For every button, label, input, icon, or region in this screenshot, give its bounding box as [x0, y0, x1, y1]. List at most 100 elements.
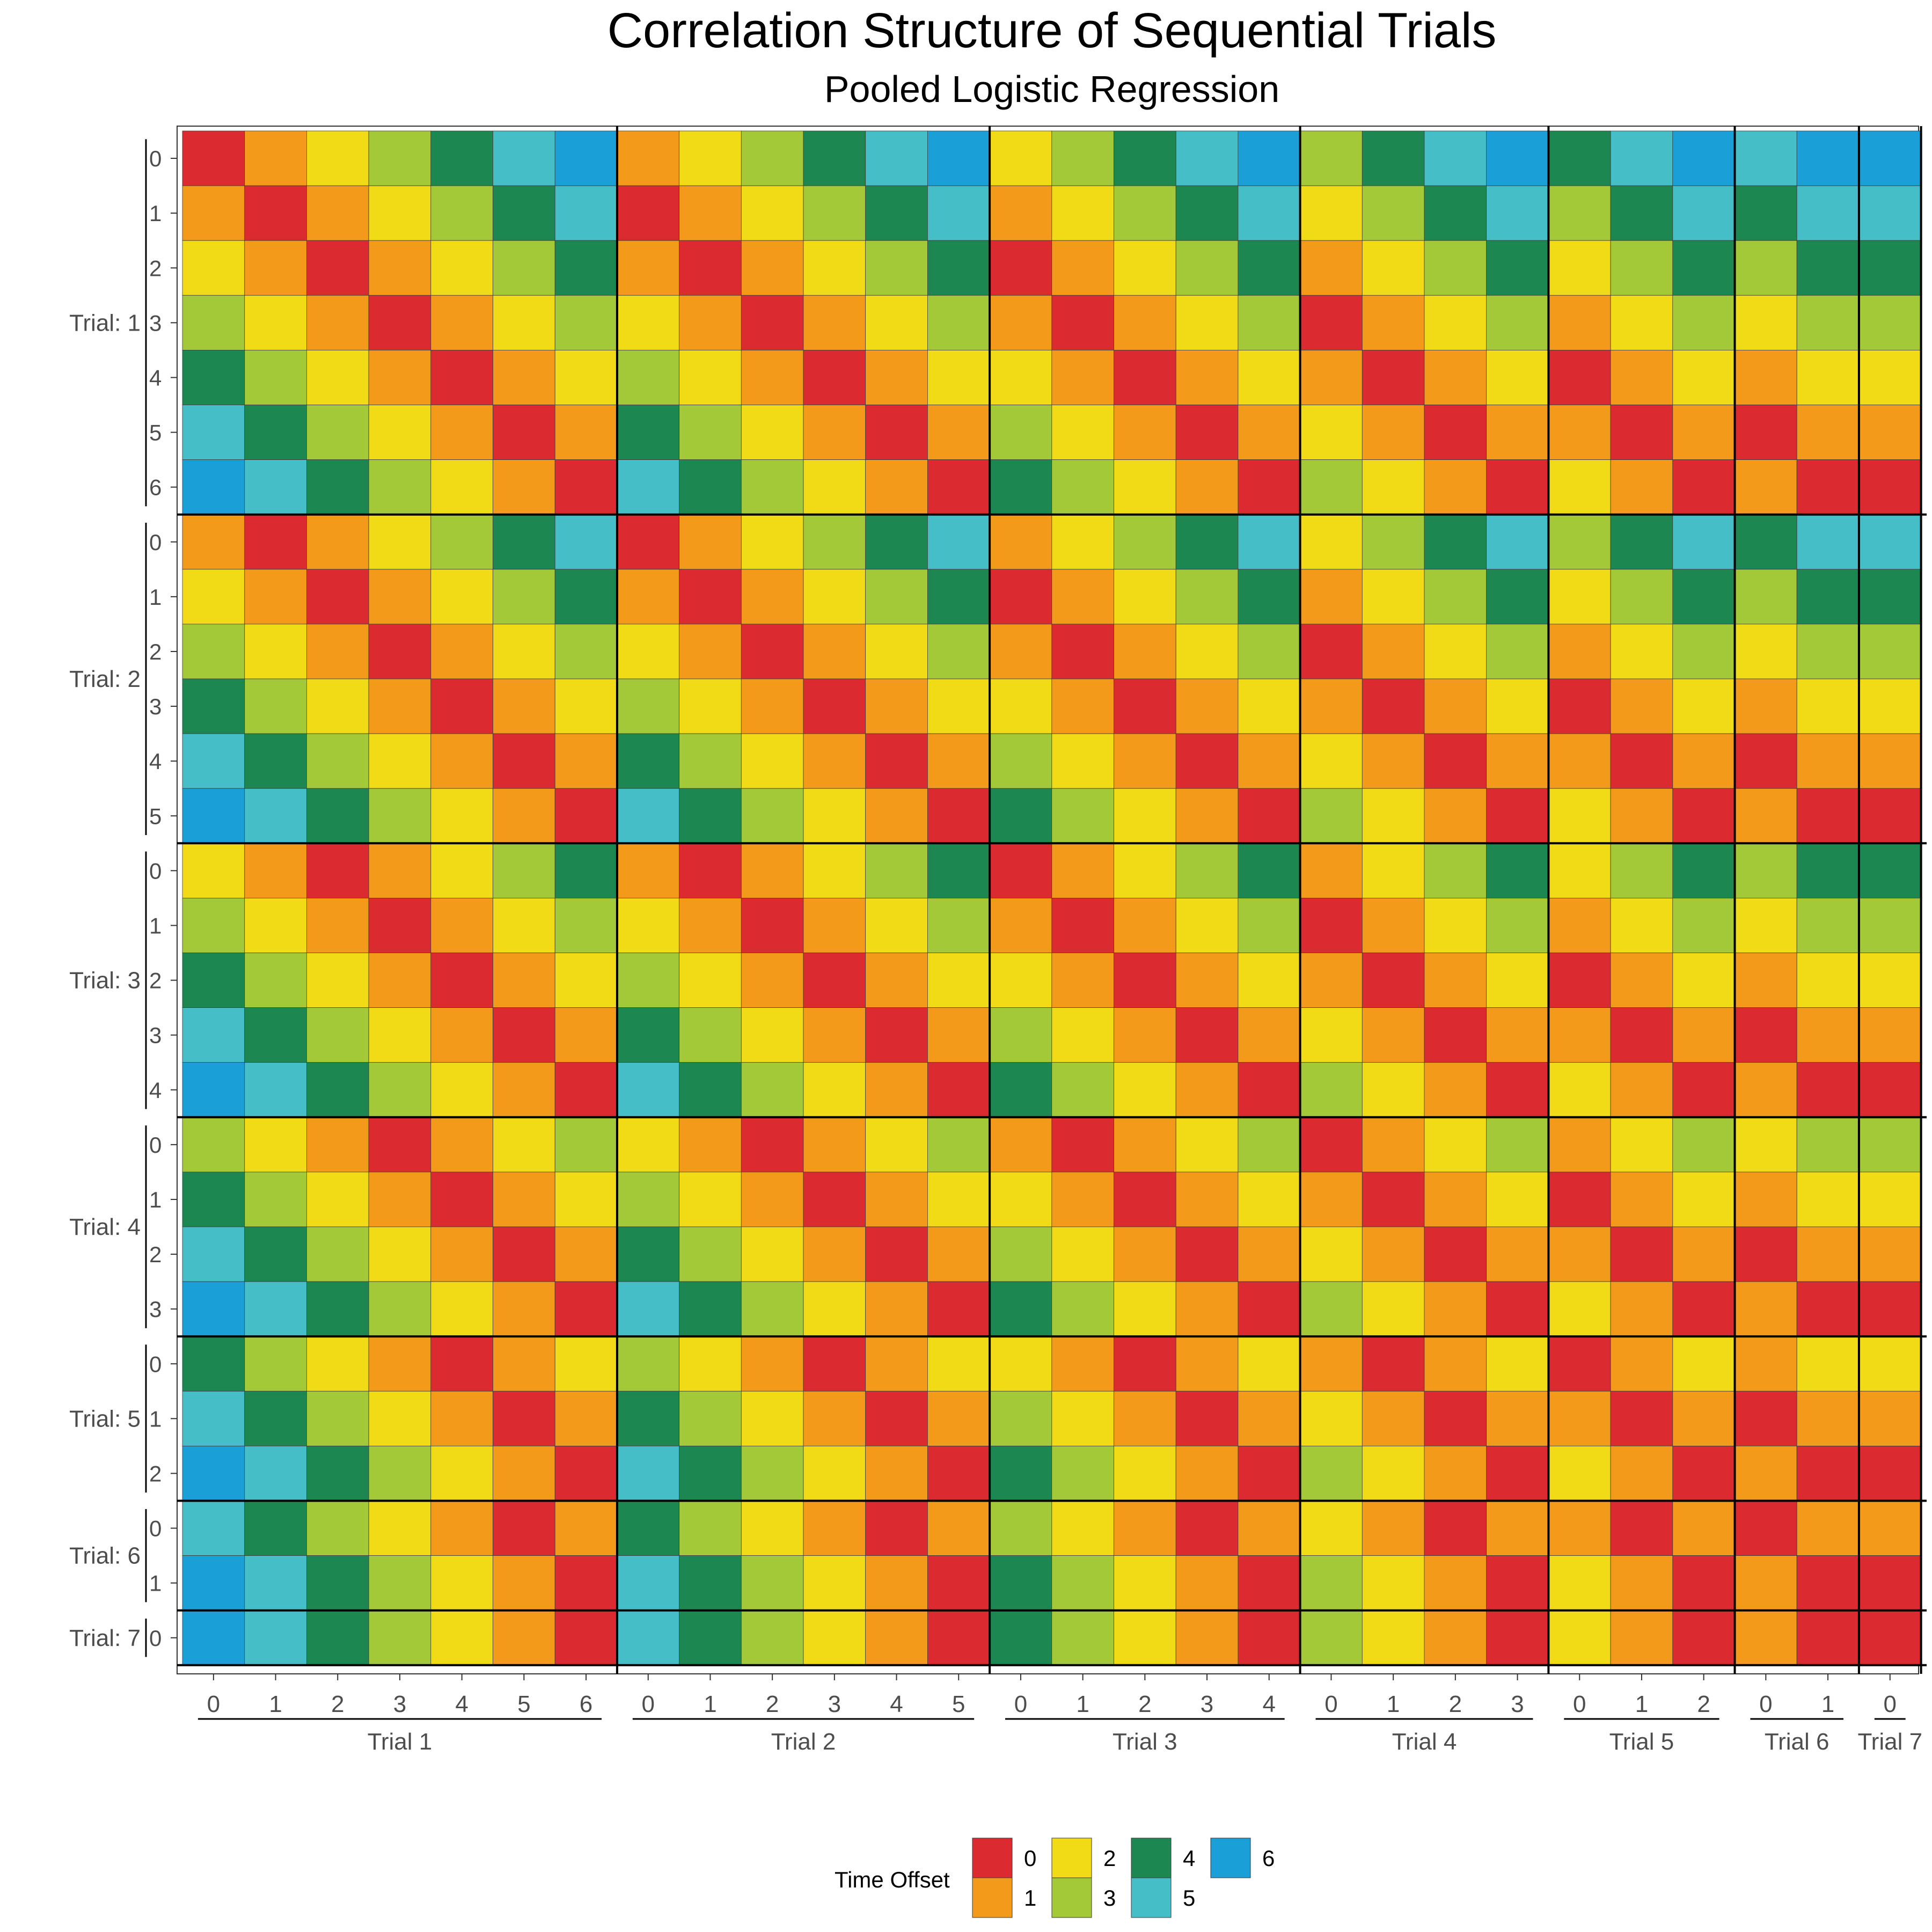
heatmap-cell	[989, 733, 1052, 789]
heatmap-cell	[1735, 1336, 1797, 1392]
heatmap-cell	[493, 514, 555, 570]
y-group-label: Trial: 1	[69, 310, 141, 336]
heatmap-cell	[430, 624, 493, 679]
heatmap-cell	[1858, 953, 1921, 1008]
heatmap-cell	[244, 898, 307, 953]
heatmap-cell	[1672, 788, 1735, 844]
heatmap-cell	[1175, 1226, 1239, 1282]
heatmap-cell	[741, 788, 804, 844]
heatmap-cell	[1610, 1281, 1673, 1337]
heatmap-cell	[182, 1555, 245, 1611]
heatmap-cell	[803, 953, 866, 1008]
y-tick-label: 0	[149, 1626, 162, 1651]
heatmap-cell	[368, 1610, 431, 1666]
heatmap-cell	[865, 459, 928, 515]
heatmap-cell	[1362, 953, 1425, 1008]
heatmap-cell	[182, 130, 245, 186]
heatmap-cell	[1610, 1062, 1673, 1118]
heatmap-cell	[493, 130, 555, 186]
heatmap-cell	[1858, 1117, 1921, 1173]
heatmap-cell	[306, 1172, 369, 1227]
heatmap-cell	[803, 1172, 866, 1227]
heatmap-cell	[554, 1172, 618, 1227]
heatmap-cell	[1424, 1281, 1487, 1337]
heatmap-cell	[741, 240, 804, 296]
heatmap-cell	[1735, 130, 1797, 186]
heatmap-cell	[1796, 405, 1860, 460]
heatmap-cell	[430, 459, 493, 515]
heatmap-cell	[244, 350, 307, 405]
heatmap-cell	[1548, 185, 1611, 241]
heatmap-cell	[679, 733, 742, 789]
heatmap-cell	[741, 678, 804, 734]
y-tick-label: 1	[149, 1571, 162, 1596]
heatmap-cell	[1051, 1226, 1114, 1282]
y-tick-label: 6	[149, 475, 162, 500]
heatmap-cell	[1175, 678, 1239, 734]
heatmap-cell	[927, 1336, 990, 1392]
heatmap-cell	[1300, 459, 1363, 515]
x-group-label: Trial 4	[1392, 1729, 1457, 1755]
heatmap-cell	[679, 1117, 742, 1173]
heatmap-cell	[1114, 1391, 1176, 1446]
heatmap-cell	[679, 843, 742, 898]
heatmap-cell	[617, 678, 680, 734]
heatmap-cell	[741, 1445, 804, 1501]
heatmap-cell	[865, 624, 928, 679]
heatmap-cell	[1362, 350, 1425, 405]
x-tick-label: 1	[269, 1691, 282, 1717]
heatmap-cell	[1548, 1172, 1611, 1227]
heatmap-cell	[1300, 1336, 1363, 1392]
heatmap-cell	[927, 1226, 990, 1282]
heatmap-cell	[1300, 295, 1363, 350]
heatmap-cell	[1486, 1062, 1549, 1118]
heatmap-cell	[617, 1610, 680, 1666]
heatmap-cell	[989, 788, 1052, 844]
heatmap-cell	[1672, 1281, 1735, 1337]
x-tick-label: 4	[1263, 1691, 1276, 1717]
y-tick-label: 0	[149, 858, 162, 883]
legend-label: 6	[1262, 1846, 1275, 1871]
heatmap-cell	[1424, 1172, 1487, 1227]
heatmap-cell	[1548, 678, 1611, 734]
heatmap-cell	[1858, 733, 1921, 789]
heatmap-cell	[1238, 1501, 1300, 1556]
heatmap-cell	[1175, 569, 1239, 625]
heatmap-cell	[1424, 1501, 1487, 1556]
heatmap-cell	[430, 1610, 493, 1666]
heatmap-cell	[1051, 898, 1114, 953]
heatmap-cell	[182, 405, 245, 460]
heatmap-cell	[1610, 1117, 1673, 1173]
heatmap-cell	[1610, 459, 1673, 515]
heatmap-cell	[679, 185, 742, 241]
heatmap-cell	[1051, 1007, 1114, 1063]
heatmap-cell	[554, 1610, 618, 1666]
heatmap-cell	[803, 1445, 866, 1501]
heatmap-cell	[679, 1226, 742, 1282]
heatmap-cell	[803, 1391, 866, 1446]
x-tick-label: 0	[1324, 1691, 1337, 1717]
heatmap-cells	[182, 130, 1921, 1666]
heatmap-cell	[1548, 1555, 1611, 1611]
heatmap-cell	[1114, 1555, 1176, 1611]
heatmap-cell	[1610, 295, 1673, 350]
heatmap-cell	[803, 1117, 866, 1173]
heatmap-cell	[1424, 1226, 1487, 1282]
x-axis: 0 1 2 3 4 5 6 Trial 1 0 1 2 3 4 5 Trial 2 0 1 2 3 4 Trial 3 0…	[197, 1674, 1922, 1755]
heatmap-cell	[493, 1062, 555, 1118]
legend-key	[1131, 1838, 1172, 1878]
heatmap-cell	[306, 1226, 369, 1282]
heatmap-cell	[617, 733, 680, 789]
heatmap-cell	[368, 185, 431, 241]
heatmap-cell	[1610, 953, 1673, 1008]
heatmap-cell	[741, 1501, 804, 1556]
heatmap-cell	[803, 295, 866, 350]
heatmap-cell	[554, 953, 618, 1008]
heatmap-cell	[1548, 569, 1611, 625]
heatmap-cell	[741, 624, 804, 679]
heatmap-cell	[1486, 514, 1549, 570]
heatmap-cell	[865, 1172, 928, 1227]
legend-title: Time Offset	[835, 1867, 950, 1892]
heatmap-cell	[1610, 130, 1673, 186]
heatmap-cell	[741, 130, 804, 186]
